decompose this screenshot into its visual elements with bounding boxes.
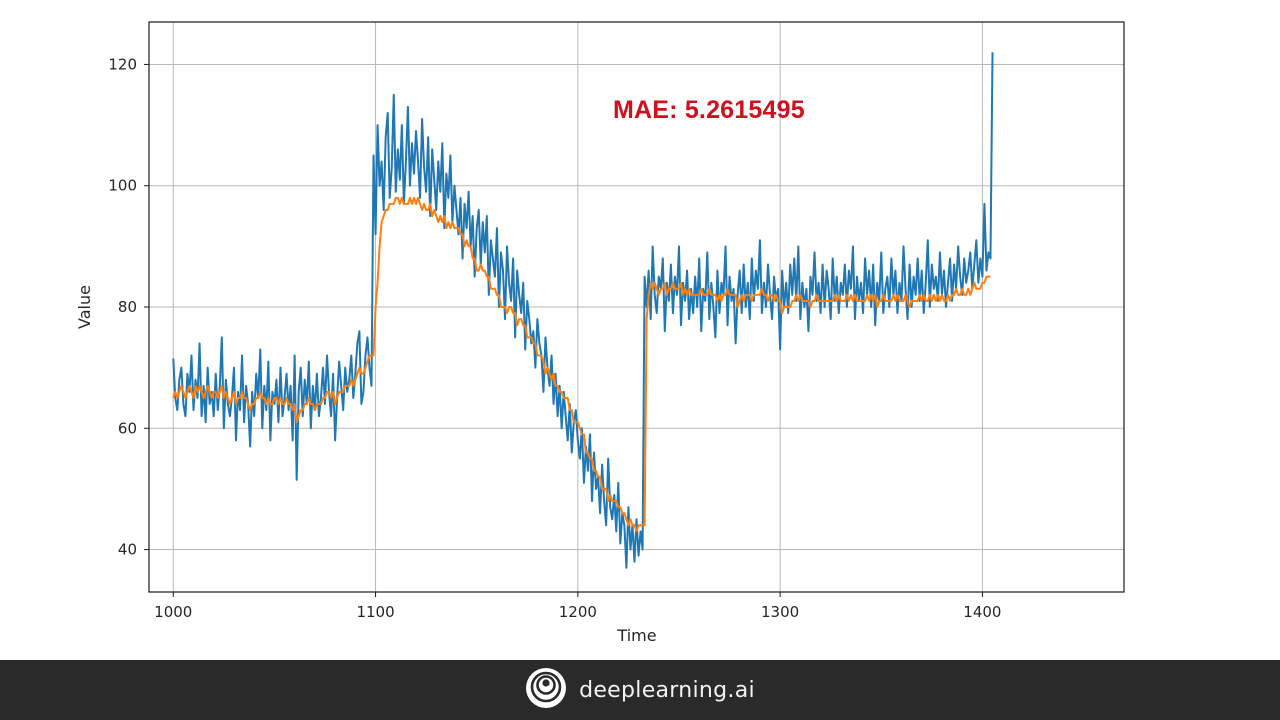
deeplearning-logo-icon <box>525 667 567 713</box>
x-tick-label: 1100 <box>356 603 394 621</box>
y-tick-label: 40 <box>118 541 137 559</box>
series-lines <box>172 52 994 569</box>
y-tick-label: 60 <box>118 419 137 437</box>
y-tick-label: 100 <box>108 177 137 195</box>
x-axis-title: Time <box>616 626 656 645</box>
tick-labels: 1000 1100 1200 1300 1400 40 60 80 100 120 <box>108 55 1001 621</box>
y-axis-title: Value <box>75 285 94 329</box>
brand-name: deeplearning.ai <box>579 677 755 703</box>
line-chart: 1000 1100 1200 1300 1400 40 60 80 100 120 Time Va… <box>75 21 1125 645</box>
y-tick-label: 120 <box>108 55 137 73</box>
mae-annotation: MAE: 5.2615495 <box>613 96 805 124</box>
x-tick-label: 1400 <box>963 603 1001 621</box>
x-tick-label: 1200 <box>559 603 597 621</box>
y-tick-label: 80 <box>118 298 137 316</box>
series-line-forecast <box>172 196 991 533</box>
x-tick-label: 1300 <box>761 603 799 621</box>
footer-bar: deeplearning.ai <box>0 660 1280 720</box>
x-tick-label: 1000 <box>154 603 192 621</box>
series-line-actual <box>172 52 994 569</box>
